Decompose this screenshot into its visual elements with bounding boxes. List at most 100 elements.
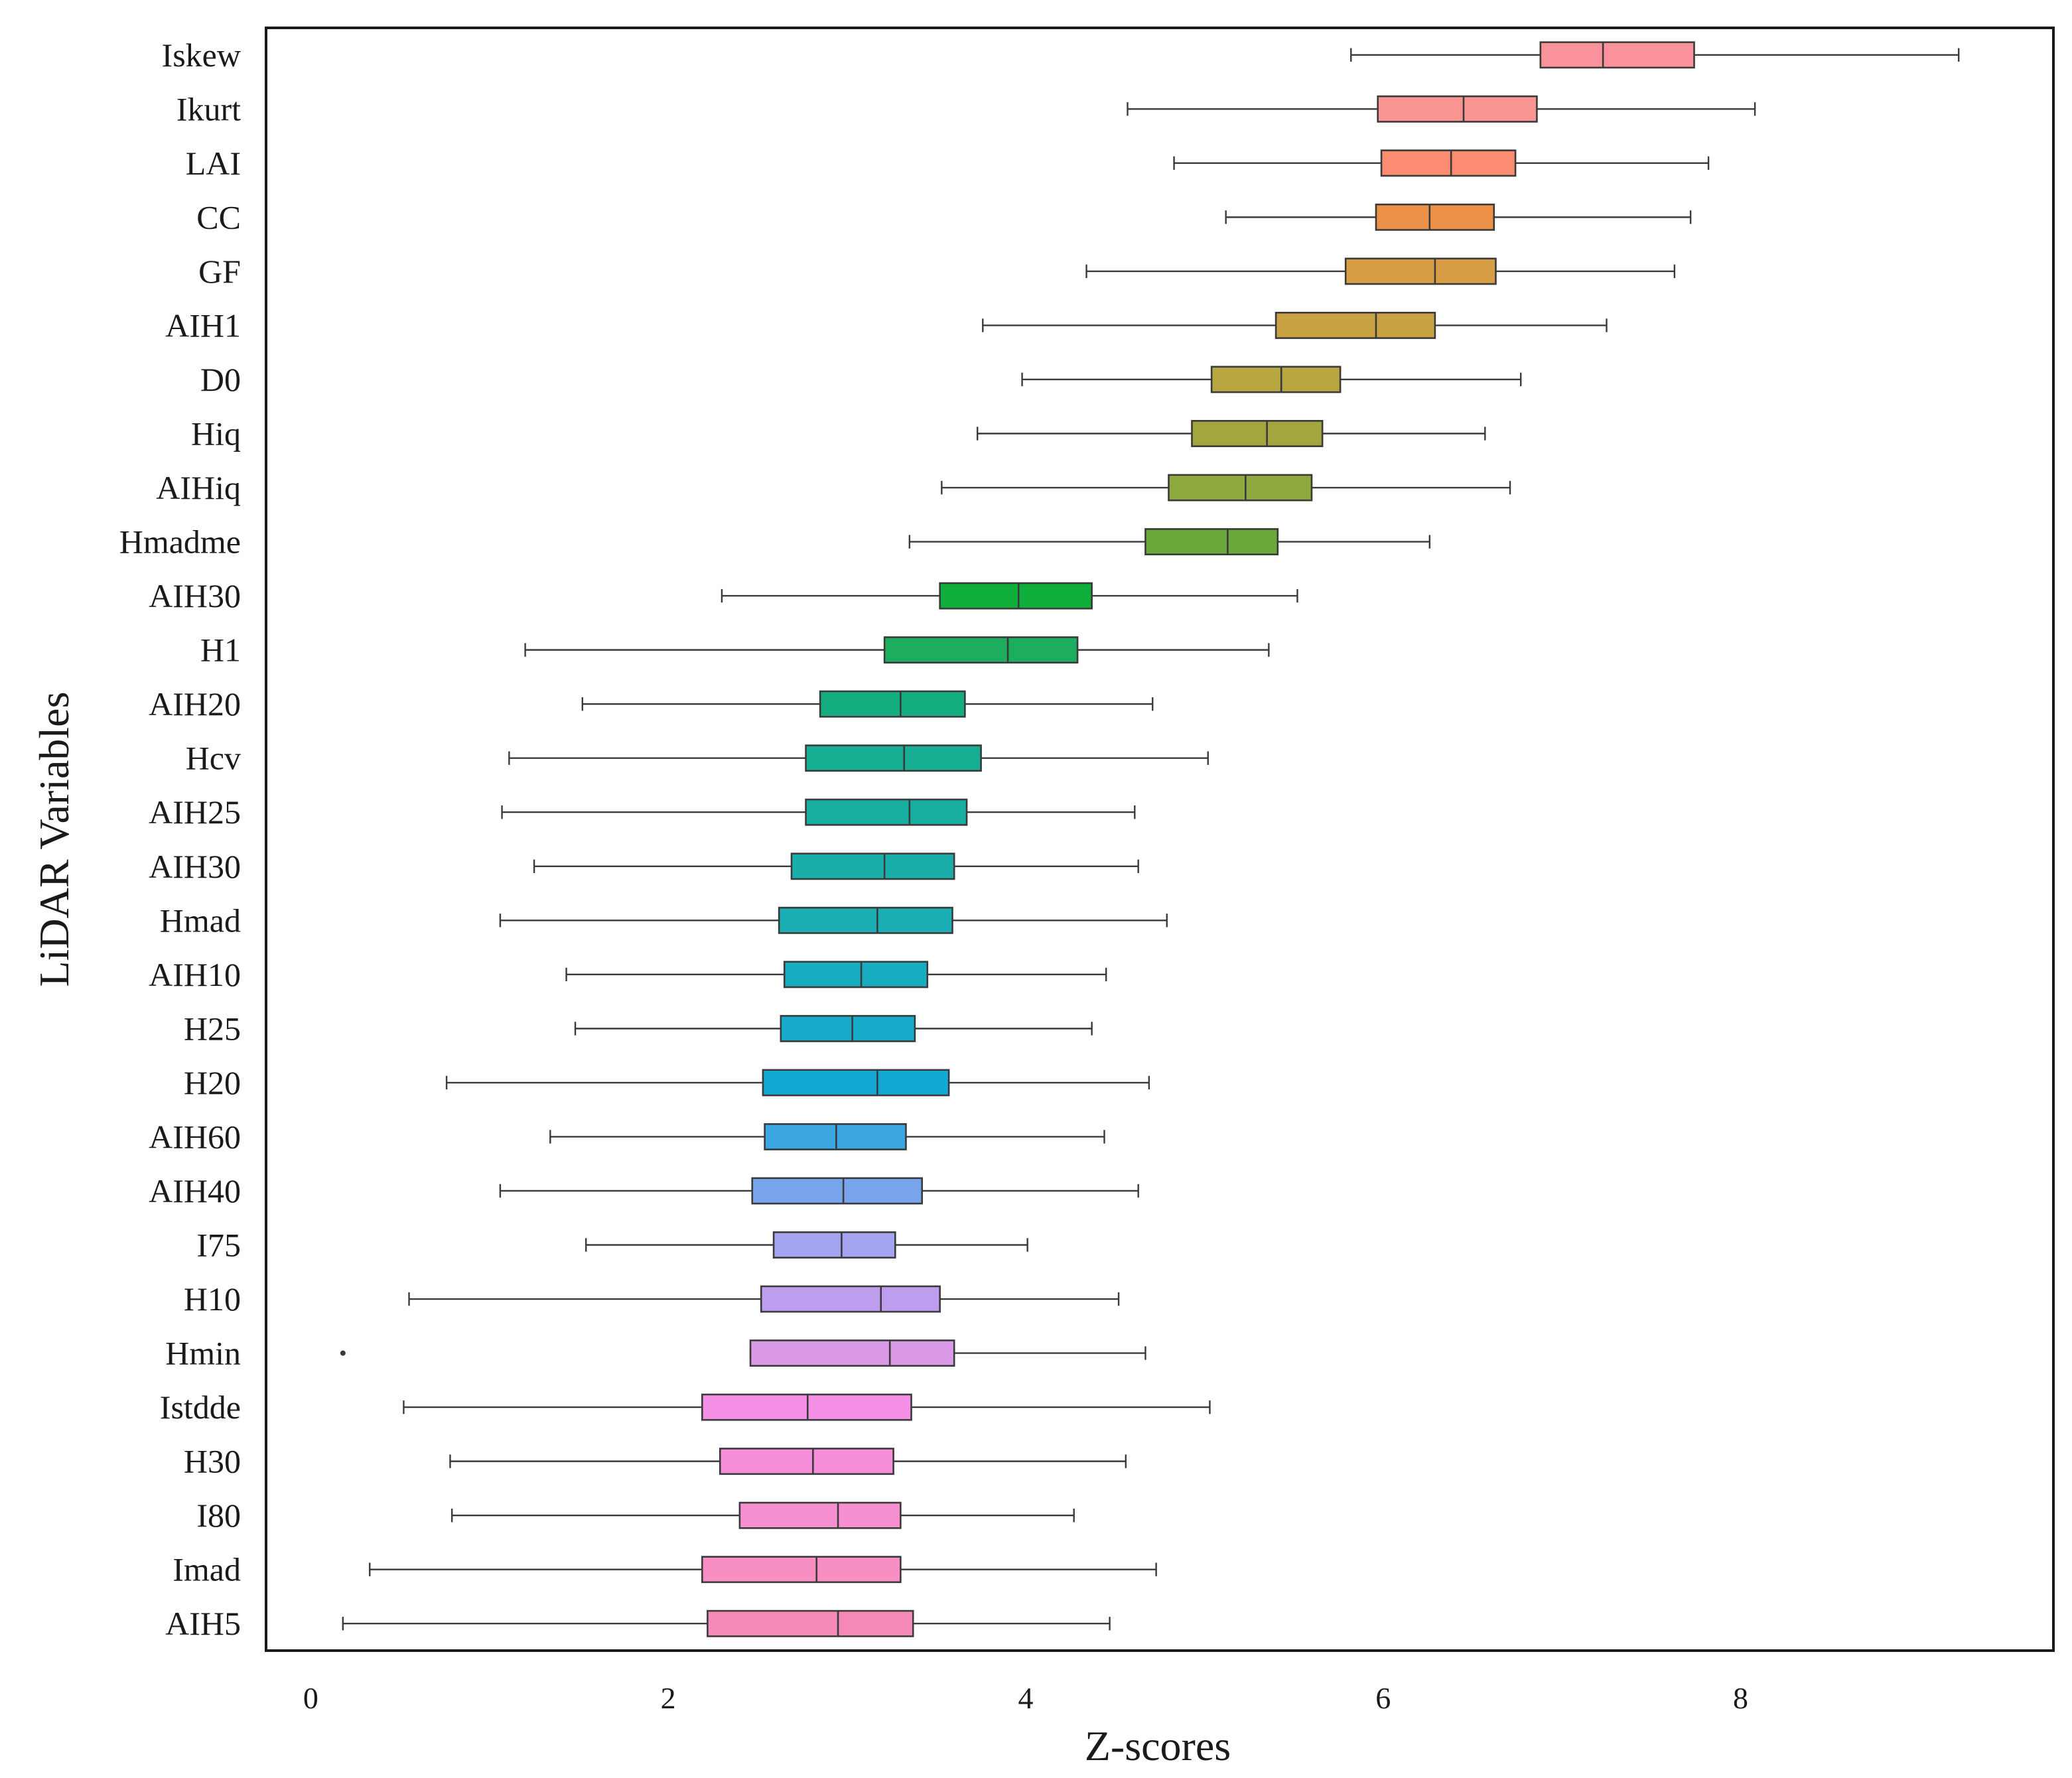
box-3 [1225, 203, 1692, 231]
category-label: Imad [173, 1551, 241, 1588]
category-label: AIH20 [149, 685, 241, 722]
box-iqr [751, 1177, 923, 1205]
box-25 [403, 1393, 1211, 1421]
box-4 [1085, 257, 1676, 285]
category-label: I80 [196, 1497, 241, 1534]
box-20 [549, 1123, 1105, 1150]
box-18 [574, 1014, 1093, 1042]
category-label: Ikurt [176, 90, 241, 127]
box-iqr [764, 1123, 907, 1150]
category-label: Hmad [160, 902, 241, 939]
box-10 [721, 582, 1298, 610]
category-label: Iskew [162, 36, 241, 74]
box-iqr [883, 636, 1079, 664]
box-6 [1021, 366, 1522, 393]
category-label: AIH30 [149, 848, 241, 885]
category-label: D0 [200, 361, 241, 398]
box-iqr [772, 1231, 896, 1259]
box-2 [1173, 149, 1710, 177]
category-label: H30 [184, 1443, 241, 1480]
x-axis-ticks: 0 2 4 6 8 [303, 1681, 1748, 1715]
category-label: AIH1 [165, 307, 241, 344]
box-16 [499, 906, 1168, 934]
x-tick-label: 8 [1733, 1681, 1748, 1715]
y-axis-title: LiDAR Variables [31, 692, 78, 987]
box-iqr [805, 798, 968, 826]
category-label: Hmin [165, 1335, 241, 1372]
box-11 [524, 636, 1270, 664]
box-iqr [939, 582, 1093, 610]
box-5 [982, 311, 1608, 339]
box-17 [565, 961, 1107, 989]
box-19 [445, 1069, 1150, 1097]
box-iqr [1344, 257, 1497, 285]
box-29 [342, 1609, 1111, 1637]
category-label: AIH10 [149, 956, 241, 993]
box-iqr [701, 1556, 902, 1584]
category-label: Istdde [160, 1389, 241, 1426]
box-iqr [780, 1014, 916, 1042]
box-iqr [762, 1069, 950, 1097]
category-label: H10 [184, 1280, 241, 1318]
category-label: AIHiq [156, 469, 241, 506]
box-13 [508, 744, 1209, 772]
category-label: AIH60 [149, 1118, 241, 1155]
category-label: LAI [186, 145, 241, 182]
box-0 [1350, 41, 1960, 69]
category-label: Hmadme [119, 523, 241, 561]
box-iqr [749, 1339, 955, 1367]
box-24 [340, 1339, 1146, 1367]
box-9 [908, 528, 1430, 556]
category-label: I75 [196, 1227, 241, 1264]
box-14 [501, 798, 1136, 826]
box-iqr [738, 1501, 902, 1529]
x-tick-label: 6 [1375, 1681, 1391, 1715]
box-iqr [778, 906, 953, 934]
box-iqr [1168, 474, 1313, 502]
box-iqr [1375, 203, 1495, 231]
box-23 [408, 1285, 1120, 1313]
category-label: H25 [184, 1010, 241, 1047]
category-label: Hcv [186, 740, 241, 777]
category-label: H1 [200, 632, 241, 669]
box-iqr [1539, 41, 1695, 69]
x-axis-title: Z-scores [1085, 1722, 1231, 1769]
box-iqr [760, 1285, 941, 1313]
box-7 [977, 420, 1486, 447]
box-27 [450, 1501, 1075, 1529]
box-iqr [701, 1393, 912, 1421]
box-iqr [707, 1609, 914, 1637]
plot-frame [265, 27, 2055, 1652]
y-axis-labels: Iskew Ikurt LAI CC GF AIH1 D0 Hiq AIHiq Hmadme AIH… [119, 36, 241, 1642]
category-label: CC [196, 198, 241, 236]
box-iqr [719, 1448, 894, 1475]
box-iqr [1377, 95, 1538, 123]
box-iqr [783, 961, 929, 989]
box-iqr [1380, 149, 1517, 177]
box-21 [499, 1177, 1139, 1205]
box-26 [449, 1448, 1127, 1475]
x-tick-label: 4 [1018, 1681, 1033, 1715]
category-label: AIH40 [149, 1172, 241, 1209]
box-15 [533, 853, 1139, 880]
box-iqr [1191, 420, 1324, 447]
category-label: AIH5 [165, 1605, 241, 1642]
box-iqr [1275, 311, 1436, 339]
x-tick-label: 0 [303, 1681, 318, 1715]
box-iqr [805, 744, 982, 772]
box-iqr [790, 853, 955, 880]
box-12 [581, 690, 1154, 718]
category-label: Hiq [191, 415, 241, 452]
box-22 [585, 1231, 1028, 1259]
box-iqr [1144, 528, 1279, 556]
box-8 [941, 474, 1511, 502]
boxes-layer [340, 41, 1960, 1637]
box-28 [369, 1556, 1157, 1584]
category-label: AIH30 [149, 577, 241, 614]
x-tick-label: 2 [661, 1681, 676, 1715]
category-label: AIH25 [149, 793, 241, 831]
box-iqr [819, 690, 966, 718]
category-label: GF [198, 253, 241, 290]
category-label: H20 [184, 1064, 241, 1101]
